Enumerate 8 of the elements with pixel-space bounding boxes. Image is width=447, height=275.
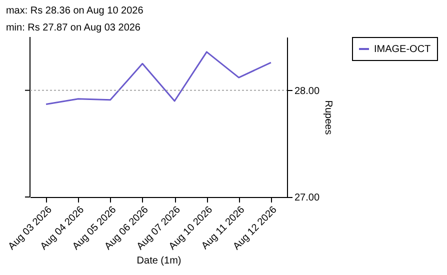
- y-axis-title: Rupees: [322, 100, 334, 135]
- legend-label: IMAGE-OCT: [374, 44, 431, 55]
- line-series: [45, 51, 272, 105]
- y-tick-label: 28.00: [294, 86, 320, 97]
- y-tick-label: 27.00: [294, 192, 320, 204]
- text: max: Rs 28.36 on Aug 10 2026: [6, 6, 144, 16]
- text: min: Rs 27.87 on Aug 03 2026: [6, 22, 141, 34]
- x-axis-title: Date (1m): [136, 256, 182, 267]
